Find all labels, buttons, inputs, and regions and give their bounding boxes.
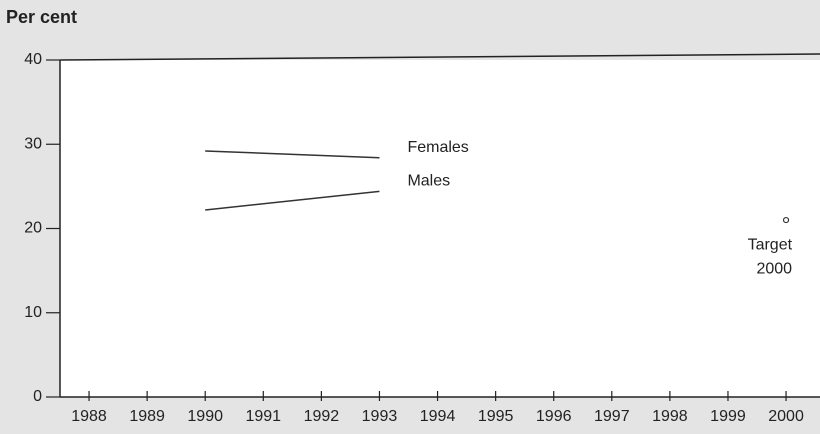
series-label: Females [407,139,468,156]
frame-line [59,53,820,61]
y-tick-label: 10 [24,304,42,321]
x-tick-label: 1989 [129,408,165,425]
line [205,150,380,159]
y-axis-label: Per cent [6,7,77,27]
target-label: Target [748,236,793,253]
y-tick-label: 0 [33,388,42,405]
series-label: Males [407,173,450,190]
x-tick-label: 1992 [304,408,340,425]
y-tick-label: 30 [24,135,42,152]
line [205,190,380,211]
x-tick-label: 1990 [187,408,223,425]
plot-area [60,60,820,397]
x-tick-label: 1997 [594,408,630,425]
x-tick-label: 1993 [362,408,398,425]
x-tick-label: 2000 [768,408,804,425]
x-tick-label: 1988 [71,408,107,425]
x-tick-label: 1995 [478,408,514,425]
target-point [782,216,790,224]
x-tick-label: 1999 [710,408,746,425]
x-tick-label: 1998 [652,408,688,425]
x-tick-label: 1994 [420,408,456,425]
x-tick-label: 1991 [245,408,281,425]
target-label: 2000 [756,260,792,277]
y-tick-label: 20 [24,220,42,237]
y-tick-label: 40 [24,51,42,68]
x-tick-label: 1996 [536,408,572,425]
